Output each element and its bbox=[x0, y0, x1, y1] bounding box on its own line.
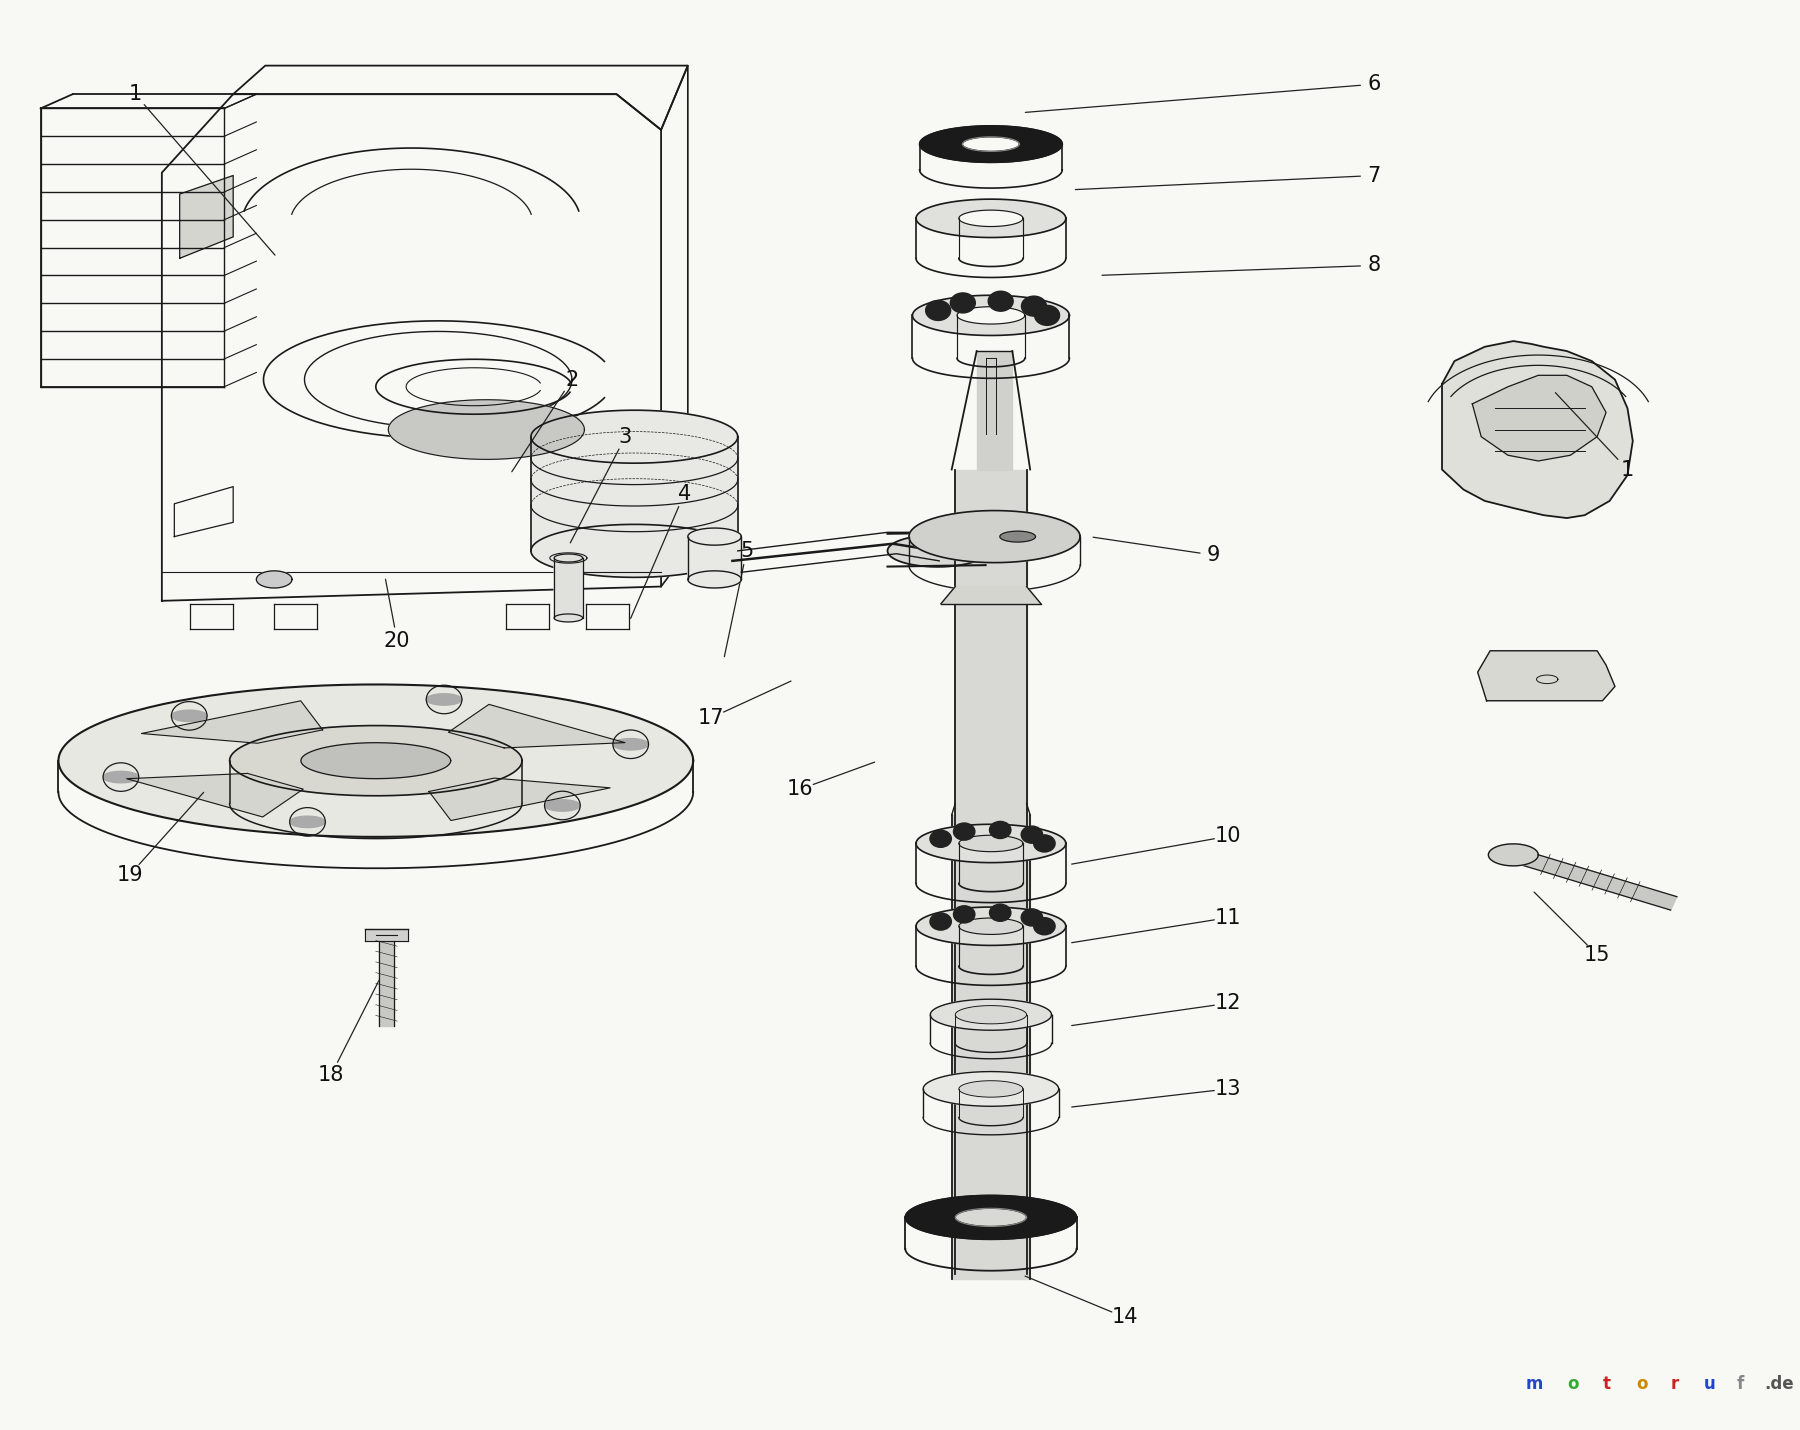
Polygon shape bbox=[920, 126, 1062, 163]
Polygon shape bbox=[1510, 848, 1678, 909]
Circle shape bbox=[1021, 909, 1042, 927]
Text: r: r bbox=[1670, 1374, 1678, 1393]
Text: 7: 7 bbox=[1368, 166, 1381, 186]
Text: 12: 12 bbox=[1215, 994, 1242, 1014]
Circle shape bbox=[1033, 918, 1055, 935]
Text: 10: 10 bbox=[1215, 827, 1242, 847]
Polygon shape bbox=[126, 774, 302, 817]
Polygon shape bbox=[58, 685, 693, 837]
Text: 16: 16 bbox=[787, 779, 814, 799]
Polygon shape bbox=[103, 771, 139, 782]
Polygon shape bbox=[913, 295, 1069, 336]
Polygon shape bbox=[389, 400, 585, 459]
Text: 2: 2 bbox=[565, 369, 578, 389]
Circle shape bbox=[925, 300, 950, 320]
Text: 18: 18 bbox=[319, 1065, 344, 1085]
Polygon shape bbox=[931, 1000, 1051, 1030]
Text: 3: 3 bbox=[619, 426, 632, 446]
Polygon shape bbox=[916, 907, 1066, 945]
Polygon shape bbox=[301, 742, 450, 779]
Polygon shape bbox=[956, 469, 1026, 1274]
Circle shape bbox=[1021, 296, 1046, 316]
Text: o: o bbox=[1636, 1374, 1647, 1393]
Text: 11: 11 bbox=[1215, 908, 1242, 928]
Polygon shape bbox=[448, 705, 625, 748]
Text: 20: 20 bbox=[383, 631, 410, 651]
Polygon shape bbox=[531, 410, 738, 578]
Circle shape bbox=[990, 904, 1012, 921]
Text: 13: 13 bbox=[1215, 1078, 1242, 1098]
Circle shape bbox=[988, 292, 1013, 312]
Polygon shape bbox=[887, 535, 988, 566]
Polygon shape bbox=[916, 199, 1066, 237]
Polygon shape bbox=[427, 694, 463, 705]
Polygon shape bbox=[1478, 651, 1615, 701]
Polygon shape bbox=[1489, 844, 1539, 865]
Text: m: m bbox=[1526, 1374, 1543, 1393]
Circle shape bbox=[954, 824, 976, 841]
Polygon shape bbox=[290, 817, 326, 828]
Text: 6: 6 bbox=[1368, 74, 1381, 94]
Text: f: f bbox=[1737, 1374, 1744, 1393]
Text: 5: 5 bbox=[740, 541, 752, 561]
Text: o: o bbox=[1566, 1374, 1579, 1393]
Polygon shape bbox=[545, 799, 580, 811]
Text: 1: 1 bbox=[128, 84, 142, 104]
Text: 1: 1 bbox=[1620, 459, 1634, 479]
Text: t: t bbox=[1602, 1374, 1611, 1393]
Polygon shape bbox=[180, 176, 234, 259]
Polygon shape bbox=[952, 815, 1030, 1278]
Polygon shape bbox=[916, 824, 1066, 862]
Polygon shape bbox=[230, 725, 522, 795]
Polygon shape bbox=[256, 571, 292, 588]
Polygon shape bbox=[1442, 342, 1633, 518]
Polygon shape bbox=[612, 738, 648, 749]
Circle shape bbox=[931, 831, 952, 848]
Circle shape bbox=[931, 912, 952, 930]
Circle shape bbox=[1021, 827, 1042, 844]
Text: .de: .de bbox=[1764, 1374, 1795, 1393]
Polygon shape bbox=[428, 778, 610, 821]
Polygon shape bbox=[171, 711, 207, 722]
Polygon shape bbox=[142, 701, 322, 744]
Polygon shape bbox=[977, 350, 1012, 469]
Circle shape bbox=[1035, 306, 1060, 326]
Polygon shape bbox=[909, 511, 1080, 562]
Polygon shape bbox=[941, 586, 1040, 603]
Polygon shape bbox=[688, 528, 742, 588]
Text: 19: 19 bbox=[117, 865, 142, 885]
Circle shape bbox=[950, 293, 976, 313]
Polygon shape bbox=[554, 553, 583, 622]
Text: u: u bbox=[1705, 1374, 1715, 1393]
Text: 14: 14 bbox=[1111, 1307, 1138, 1327]
Text: 4: 4 bbox=[677, 483, 691, 503]
Circle shape bbox=[954, 905, 976, 922]
Text: 15: 15 bbox=[1584, 945, 1611, 965]
Text: 17: 17 bbox=[698, 708, 724, 728]
Text: 8: 8 bbox=[1368, 256, 1381, 276]
Polygon shape bbox=[380, 941, 394, 1027]
Text: 9: 9 bbox=[1208, 545, 1220, 565]
Polygon shape bbox=[365, 930, 409, 941]
Polygon shape bbox=[905, 1195, 1076, 1240]
Polygon shape bbox=[923, 1071, 1058, 1107]
Circle shape bbox=[990, 821, 1012, 838]
Circle shape bbox=[1033, 835, 1055, 852]
Polygon shape bbox=[999, 531, 1035, 542]
Polygon shape bbox=[1472, 375, 1606, 460]
